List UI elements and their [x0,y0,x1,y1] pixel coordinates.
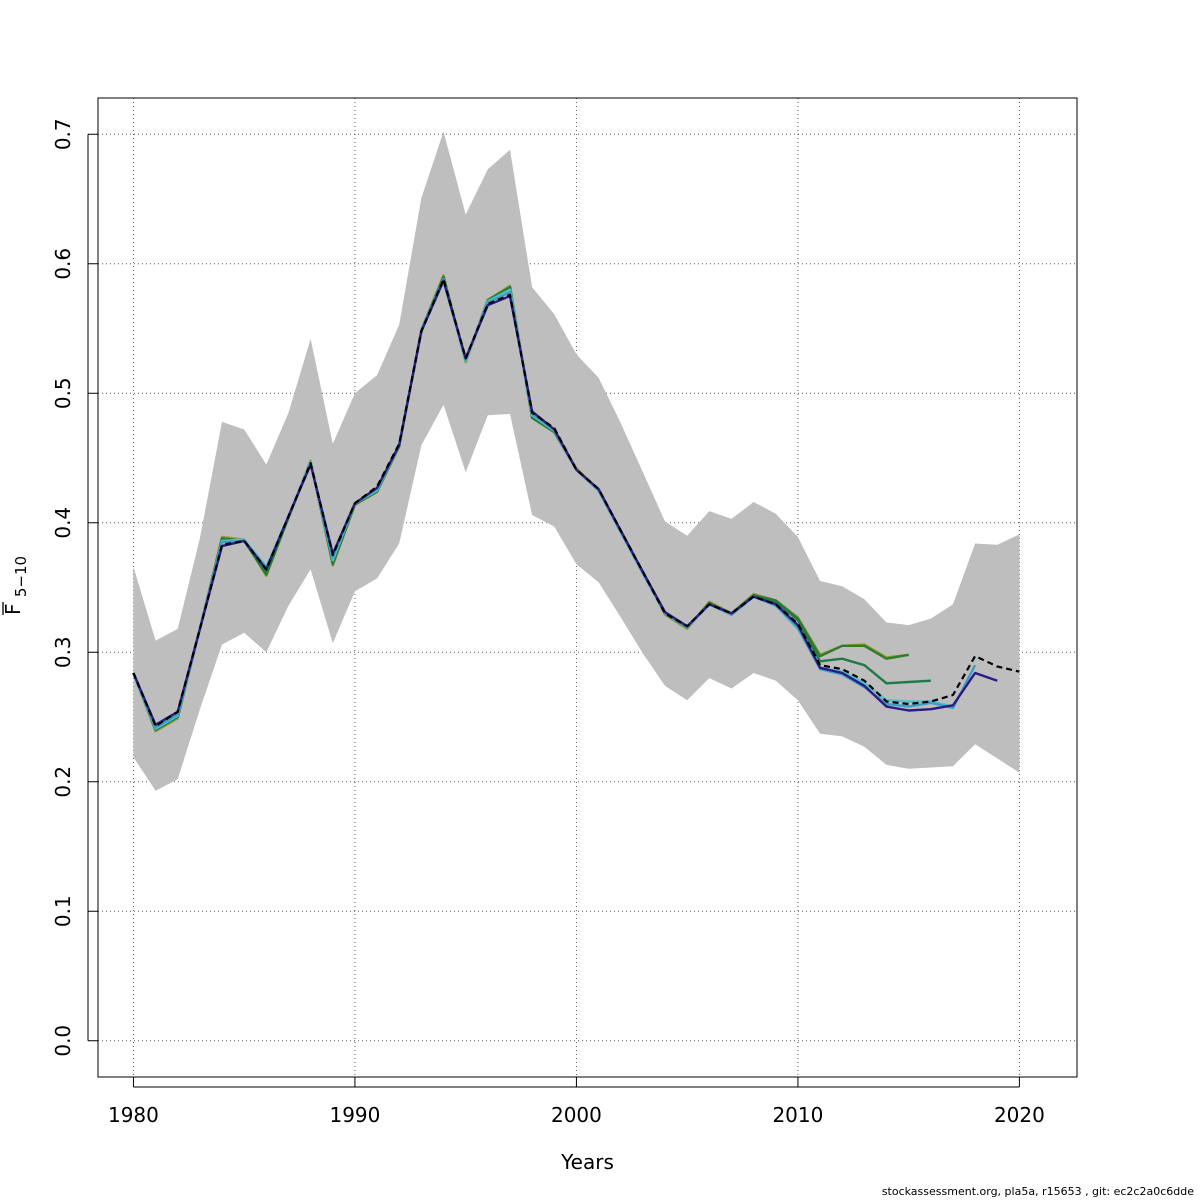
y-axis-label-subscript: 5−10 [12,556,30,597]
y-axis-label-main: F [1,603,25,615]
y-tick-label: 0.5 [51,377,75,409]
y-axis-label: F 5−10 [1,556,30,615]
x-axis: 1980 1990 2000 2010 2020 [108,1077,1045,1127]
y-tick-label: 0.7 [51,118,75,150]
y-tick-label: 0.6 [51,248,75,280]
series-group [132,274,1020,733]
svg-text:F 5−10: F 5−10 [1,556,30,615]
x-axis-label: Years [560,1150,614,1174]
x-tick-label: 1990 [329,1103,380,1127]
y-tick-label: 0.1 [51,895,75,927]
y-tick-label: 0.2 [51,766,75,798]
y-tick-label: 0.0 [51,1025,75,1057]
x-tick-label: 1980 [108,1103,159,1127]
y-tick-label: 0.4 [51,507,75,539]
series-line-base [132,278,1020,728]
y-axis: 0.0 0.1 0.2 0.3 0.4 0.5 0.6 0.7 [51,118,98,1057]
x-tick-label: 2010 [772,1103,823,1127]
x-tick-label: 2000 [551,1103,602,1127]
x-tick-label: 2020 [994,1103,1045,1127]
y-tick-label: 0.3 [51,636,75,668]
footer-credit: stockassessment.org, pla5a, r15653 , git… [881,1185,1194,1198]
plot-frame [97,97,1078,1078]
